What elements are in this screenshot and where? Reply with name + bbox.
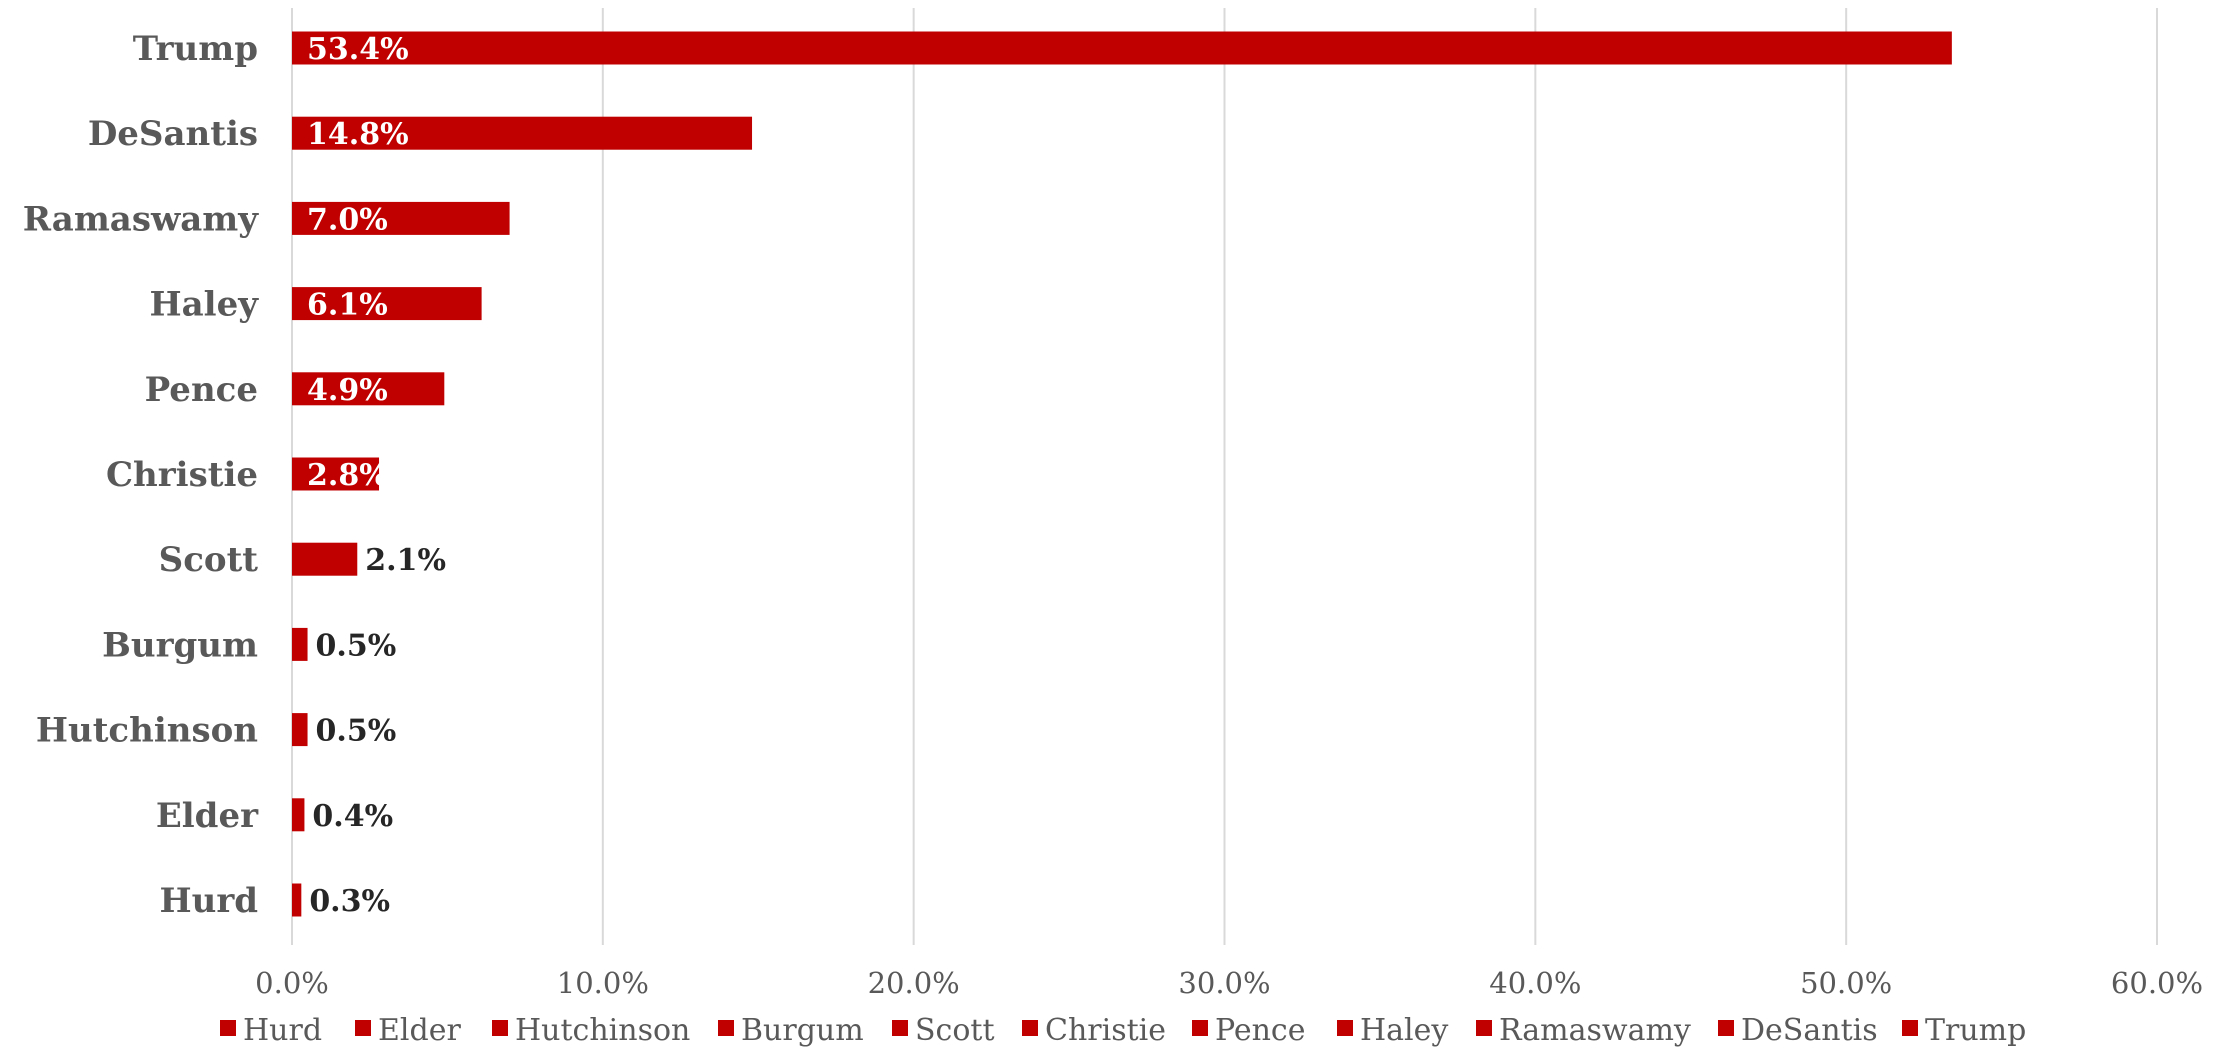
category-label: Hutchinson	[36, 711, 258, 751]
legend-swatch	[1337, 1020, 1353, 1036]
category-label: Christie	[106, 455, 258, 495]
data-label: 53.4%	[307, 32, 409, 67]
legend-label: Haley	[1360, 1013, 1448, 1048]
bar-pence	[292, 372, 445, 406]
legend-label: Ramaswamy	[1499, 1013, 1691, 1048]
legend-swatch	[1718, 1020, 1734, 1036]
legend-label: DeSantis	[1741, 1013, 1878, 1048]
x-tick-label: 20.0%	[868, 966, 960, 1000]
legend-item: Ramaswamy	[1476, 1013, 1691, 1048]
category-label: Pence	[145, 370, 258, 410]
legend-item: Burgum	[718, 1013, 864, 1048]
x-tick-label: 0.0%	[255, 966, 329, 1000]
legend-swatch	[1022, 1020, 1038, 1036]
legend-item: Hutchinson	[492, 1013, 690, 1048]
legend-item: Elder	[355, 1013, 461, 1048]
legend-item: Haley	[1337, 1013, 1448, 1048]
gridlines	[291, 8, 2158, 945]
legend-label: Hutchinson	[515, 1013, 690, 1048]
legend-swatch	[892, 1020, 908, 1036]
legend-item: Pence	[1192, 1013, 1305, 1048]
data-label: 6.1%	[307, 288, 388, 323]
bar-trump	[292, 31, 1952, 65]
legend-swatch	[1192, 1020, 1208, 1036]
legend-swatch	[355, 1020, 371, 1036]
legend-item: DeSantis	[1718, 1013, 1878, 1048]
legend-item: Scott	[892, 1013, 995, 1048]
data-label: 0.5%	[316, 714, 397, 749]
legend-swatch	[718, 1020, 734, 1036]
data-label: 0.3%	[309, 884, 390, 919]
legend-label: Burgum	[741, 1013, 864, 1048]
legend-label: Christie	[1045, 1013, 1166, 1048]
legend-label: Hurd	[243, 1013, 322, 1048]
bar-hurd	[292, 883, 302, 917]
data-label: 0.4%	[312, 799, 393, 834]
x-tick-label: 60.0%	[2111, 966, 2203, 1000]
x-tick-label: 40.0%	[1489, 966, 1581, 1000]
bar-haley	[292, 287, 482, 321]
bar-christie	[292, 457, 380, 491]
category-label: DeSantis	[88, 114, 258, 154]
bar-burgum	[292, 627, 308, 661]
legend-item: Hurd	[220, 1013, 322, 1048]
legend-label: Elder	[378, 1013, 461, 1048]
legend-item: Trump	[1902, 1013, 2026, 1048]
data-label: 2.1%	[365, 543, 446, 578]
category-label: Elder	[156, 796, 259, 836]
legend-label: Pence	[1215, 1013, 1305, 1048]
category-labels: Trump DeSantis Ramaswamy Haley Pence Christie…	[23, 29, 259, 921]
data-label: 14.8%	[307, 117, 409, 152]
category-label: Trump	[133, 29, 258, 69]
legend-swatch	[1902, 1020, 1918, 1036]
data-label: 4.9%	[307, 373, 388, 408]
data-label: 0.5%	[316, 628, 397, 663]
legend-item: Christie	[1022, 1013, 1166, 1048]
x-tick-label: 50.0%	[1800, 966, 1892, 1000]
bar-elder	[292, 798, 305, 832]
category-label: Burgum	[102, 625, 258, 665]
bar-desantis	[292, 116, 753, 150]
legend: Hurd Elder Hutchinson Burgum Scott Christie Pe…	[220, 1013, 2026, 1048]
category-label: Hurd	[159, 881, 258, 921]
x-axis-tick-labels: 0.0% 10.0% 20.0% 30.0% 40.0% 50.0% 60.0%	[255, 966, 2203, 1000]
legend-swatch	[492, 1020, 508, 1036]
data-label: 7.0%	[307, 202, 388, 237]
data-label: 2.8%	[307, 458, 388, 493]
bars	[292, 31, 1952, 917]
data-labels: 53.4% 14.8% 7.0% 6.1% 4.9% 2.8% 2.1% 0.5% 0.5% 0.…	[307, 32, 446, 919]
category-label: Haley	[150, 285, 260, 325]
bar-ramaswamy	[292, 201, 510, 235]
x-tick-label: 30.0%	[1178, 966, 1270, 1000]
legend-label: Trump	[1925, 1013, 2026, 1048]
legend-swatch	[1476, 1020, 1492, 1036]
legend-label: Scott	[915, 1013, 995, 1048]
category-label: Scott	[159, 540, 259, 580]
x-tick-label: 10.0%	[557, 966, 649, 1000]
bar-hutchinson	[292, 713, 308, 747]
legend-swatch	[220, 1020, 236, 1036]
bar-scott	[292, 542, 358, 576]
category-label: Ramaswamy	[23, 199, 259, 239]
